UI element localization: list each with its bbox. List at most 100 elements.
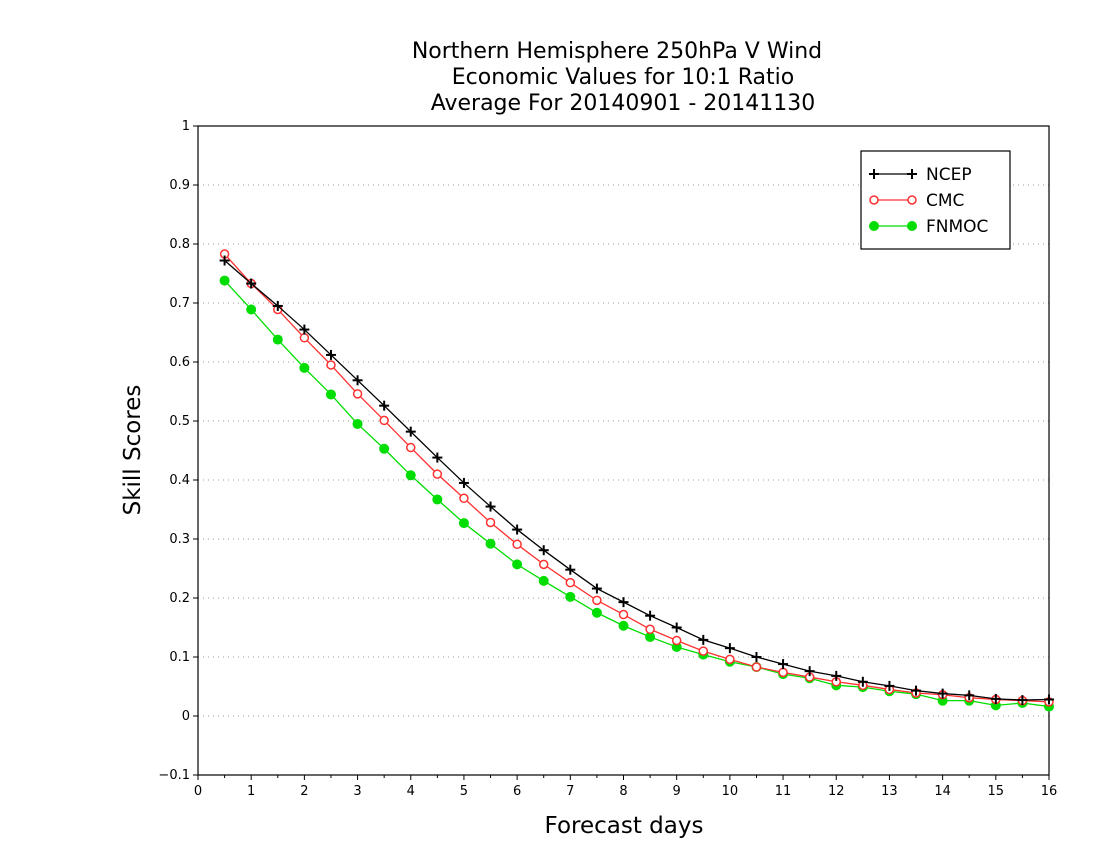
axes: −0.100.10.20.30.40.50.60.70.80.910 1 2 3 4 5 6…	[158, 119, 1057, 799]
data-point-fnmoc	[379, 443, 390, 454]
y-tick-label: 0.8	[169, 237, 190, 252]
legend-marker-cmc	[869, 195, 879, 205]
data-point-ncep	[1044, 694, 1054, 705]
y-tick-label: 0.3	[169, 532, 190, 547]
data-point-ncep	[778, 659, 789, 670]
data-point-fnmoc	[272, 334, 283, 345]
data-point-fnmoc	[458, 518, 469, 529]
y-tick-label: 0.5	[169, 414, 190, 429]
x-tick-label: 6	[513, 784, 521, 799]
data-point-fnmoc	[352, 418, 363, 429]
x-tick-label: 3	[353, 784, 361, 799]
data-point-ncep	[272, 300, 283, 311]
data-point-ncep	[671, 622, 682, 633]
data-point-ncep	[591, 583, 602, 594]
data-point-ncep	[458, 477, 469, 488]
series-layer	[219, 249, 1054, 712]
y-tick-label: 0.9	[169, 178, 190, 193]
x-tick-label: 4	[407, 784, 415, 799]
x-tick-label: 9	[673, 784, 681, 799]
data-point-cmc	[512, 539, 522, 550]
data-point-ncep	[857, 676, 868, 687]
x-tick-label: 11	[775, 784, 792, 799]
legend-label-ncep: NCEP	[926, 165, 972, 185]
data-point-ncep	[751, 652, 762, 662]
data-point-cmc	[565, 577, 576, 588]
legend-marker-cmc	[907, 195, 917, 205]
data-point-cmc	[592, 595, 602, 606]
y-tick-label: 0.6	[169, 355, 190, 370]
data-point-ncep	[964, 690, 975, 701]
x-tick-label: 16	[1041, 784, 1058, 799]
series-line-fnmoc	[224, 280, 1050, 708]
data-point-cmc	[459, 493, 469, 504]
data-point-ncep	[512, 524, 523, 535]
data-point-cmc	[618, 609, 629, 620]
data-point-cmc	[299, 333, 310, 343]
series-line-cmc	[224, 253, 1050, 703]
data-point-cmc	[778, 667, 788, 678]
x-tick-label: 7	[566, 784, 574, 799]
data-point-cmc	[538, 559, 549, 570]
data-point-ncep	[698, 634, 709, 645]
data-point-fnmoc	[485, 538, 496, 549]
data-point-ncep	[990, 693, 1001, 704]
y-tick-label: −0.1	[158, 768, 190, 783]
x-tick-label: 1	[247, 784, 255, 799]
legend: NCEP CMC FNMOC	[860, 150, 1011, 250]
x-tick-label: 8	[619, 784, 627, 799]
data-point-ncep	[379, 400, 390, 411]
x-tick-label: 10	[722, 784, 739, 799]
data-point-fnmoc	[432, 494, 443, 505]
data-point-fnmoc	[512, 559, 523, 570]
data-point-cmc	[432, 469, 443, 479]
data-point-fnmoc	[591, 607, 602, 618]
data-point-fnmoc	[219, 275, 230, 286]
data-point-fnmoc	[325, 389, 336, 400]
x-tick-label: 5	[460, 784, 468, 799]
data-point-cmc	[406, 442, 416, 453]
data-point-ncep	[246, 278, 257, 289]
data-point-ncep	[645, 610, 656, 621]
legend-marker-fnmoc	[907, 221, 917, 231]
x-tick-label: 2	[300, 784, 308, 799]
data-point-ncep	[1017, 695, 1028, 706]
grid	[198, 184, 1049, 717]
data-point-cmc	[326, 360, 336, 370]
chart-title-line-2: Economic Values for 10:1 Ratio	[452, 65, 794, 90]
data-point-cmc	[671, 635, 682, 646]
data-point-ncep	[804, 666, 815, 677]
data-point-ncep	[538, 545, 549, 556]
data-point-cmc	[725, 654, 735, 665]
data-point-ncep	[565, 564, 576, 575]
y-tick-label: 0.4	[169, 473, 190, 488]
data-point-cmc	[485, 517, 496, 528]
y-tick-label: 0.1	[169, 650, 190, 665]
data-point-ncep	[432, 452, 443, 463]
x-axis-label: Forecast days	[545, 813, 704, 839]
x-tick-label: 12	[828, 784, 845, 799]
data-point-ncep	[485, 501, 496, 512]
data-point-fnmoc	[299, 362, 310, 373]
x-tick-label: 15	[988, 784, 1005, 799]
data-point-ncep	[724, 643, 735, 654]
data-point-cmc	[379, 415, 389, 426]
data-point-ncep	[352, 375, 363, 386]
y-tick-label: 0.7	[169, 296, 190, 311]
y-tick-label: 0	[182, 709, 190, 724]
data-point-ncep	[618, 597, 629, 608]
data-point-ncep	[937, 688, 948, 699]
y-tick-label: 0.2	[169, 591, 190, 606]
x-tick-label: 0	[194, 784, 202, 799]
data-point-ncep	[405, 426, 416, 437]
y-axis-label: Skill Scores	[120, 385, 146, 516]
legend-marker-ncep	[907, 169, 917, 179]
chart-title-line-3: Average For 20140901 - 20141130	[431, 91, 816, 116]
data-point-ncep	[884, 680, 895, 691]
data-point-fnmoc	[618, 620, 629, 631]
x-tick-label: 14	[934, 784, 951, 799]
data-point-fnmoc	[405, 470, 416, 481]
data-point-ncep	[299, 324, 310, 335]
data-point-fnmoc	[565, 591, 576, 602]
